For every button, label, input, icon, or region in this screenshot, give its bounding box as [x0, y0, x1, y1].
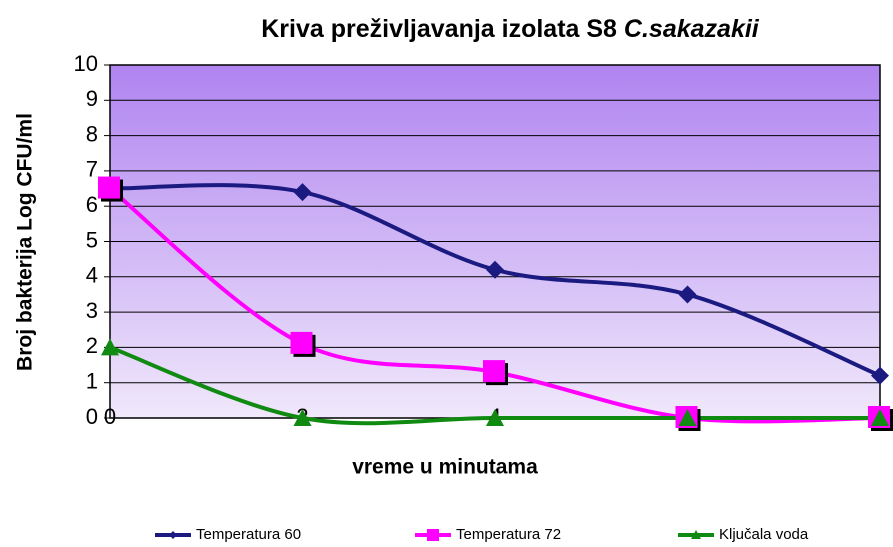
marker — [293, 183, 312, 202]
marker — [871, 366, 889, 385]
y-tick-label: 8 — [86, 121, 98, 146]
chart-title: Kriva preživljavanja izolata S8 C.sakaza… — [261, 15, 760, 43]
y-tick-label: 9 — [86, 86, 98, 111]
marker — [98, 176, 120, 199]
marker — [293, 409, 312, 426]
marker — [290, 331, 313, 354]
marker — [486, 409, 504, 426]
marker — [101, 338, 119, 356]
legend-marker — [691, 530, 701, 539]
marker — [678, 409, 697, 426]
marker — [486, 260, 504, 279]
y-tick-label: 10 — [74, 51, 98, 76]
legend-marker — [169, 531, 177, 539]
x-tick-label: 0 — [104, 404, 116, 429]
legend-label: Ključala voda — [719, 526, 809, 543]
x-axis-label: vreme u minutama — [352, 456, 538, 479]
y-tick-label: 3 — [86, 298, 98, 323]
y-tick-label: 7 — [86, 157, 98, 182]
y-axis-label: Broj bakterija Log CFU/ml — [14, 113, 37, 371]
legend-label: Temperatura 72 — [456, 526, 561, 543]
marker — [483, 360, 505, 383]
title-species: C.sakazakii — [624, 15, 760, 43]
legend-marker — [427, 529, 439, 541]
legend-label: Temperatura 60 — [196, 526, 301, 543]
y-tick-label: 5 — [86, 227, 98, 252]
y-tick-label: 6 — [86, 192, 98, 217]
y-tick-label: 0 — [86, 404, 98, 429]
y-tick-label: 2 — [86, 333, 98, 358]
marker — [678, 285, 697, 304]
y-tick-label: 1 — [86, 369, 98, 394]
y-tick-label: 4 — [86, 263, 98, 288]
marker — [871, 409, 889, 426]
title-text: Kriva preživljavanja izolata S8 — [261, 15, 617, 43]
